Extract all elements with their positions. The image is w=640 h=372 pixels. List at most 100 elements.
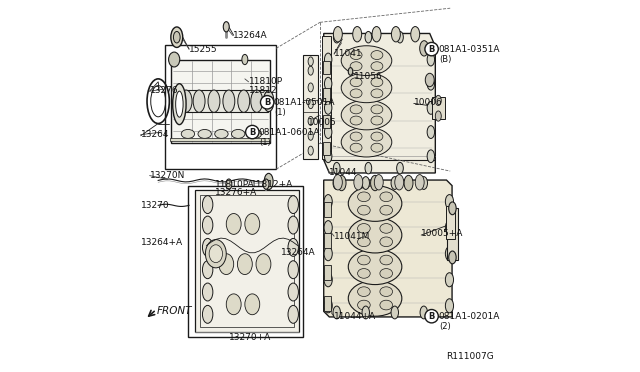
Text: 11056: 11056 (354, 72, 383, 81)
Ellipse shape (202, 261, 213, 279)
Ellipse shape (358, 192, 370, 202)
Text: 13270: 13270 (141, 201, 170, 210)
Bar (188, 186, 303, 337)
Bar (195, 190, 299, 332)
Ellipse shape (350, 132, 362, 141)
Ellipse shape (202, 196, 213, 214)
Ellipse shape (248, 129, 262, 138)
Ellipse shape (415, 174, 424, 190)
Ellipse shape (397, 32, 403, 43)
Ellipse shape (337, 175, 346, 191)
Text: R111007G: R111007G (445, 352, 493, 361)
Ellipse shape (333, 174, 342, 190)
Ellipse shape (202, 305, 213, 323)
Ellipse shape (449, 202, 456, 215)
Ellipse shape (435, 111, 441, 121)
Ellipse shape (380, 192, 392, 202)
Text: 11810PA: 11810PA (215, 180, 255, 189)
Ellipse shape (380, 255, 392, 265)
Ellipse shape (333, 26, 342, 42)
Ellipse shape (374, 174, 383, 190)
Ellipse shape (181, 129, 195, 138)
Ellipse shape (358, 287, 370, 296)
Ellipse shape (380, 205, 392, 215)
Ellipse shape (202, 283, 213, 301)
Ellipse shape (391, 177, 399, 189)
Bar (447, 208, 458, 260)
Text: 11810P: 11810P (248, 77, 283, 86)
Ellipse shape (288, 261, 298, 279)
Ellipse shape (427, 102, 435, 114)
Text: 10006: 10006 (413, 98, 442, 107)
Ellipse shape (209, 245, 223, 263)
Ellipse shape (350, 89, 362, 98)
Ellipse shape (324, 77, 332, 90)
Ellipse shape (227, 214, 241, 234)
Ellipse shape (245, 214, 260, 234)
Ellipse shape (350, 78, 362, 87)
Ellipse shape (350, 143, 362, 152)
Text: 10005: 10005 (308, 118, 337, 126)
Ellipse shape (308, 116, 314, 125)
Bar (445, 206, 455, 239)
Ellipse shape (358, 237, 370, 247)
Ellipse shape (371, 132, 383, 141)
Text: 13264A: 13264A (232, 31, 268, 40)
Bar (324, 233, 331, 248)
Ellipse shape (425, 73, 434, 87)
Ellipse shape (223, 90, 235, 112)
Text: 13264: 13264 (141, 130, 169, 139)
Ellipse shape (288, 216, 298, 234)
Ellipse shape (354, 174, 363, 190)
Ellipse shape (420, 177, 428, 189)
Ellipse shape (371, 143, 383, 152)
Ellipse shape (350, 51, 362, 60)
Ellipse shape (308, 146, 314, 155)
Ellipse shape (324, 247, 332, 261)
Ellipse shape (380, 237, 392, 247)
Ellipse shape (226, 179, 232, 189)
Bar (323, 142, 330, 155)
Ellipse shape (371, 175, 380, 191)
Ellipse shape (380, 287, 392, 296)
Bar (322, 36, 331, 159)
Ellipse shape (324, 150, 332, 163)
Ellipse shape (449, 251, 456, 264)
Bar (324, 296, 331, 311)
Ellipse shape (445, 247, 454, 261)
Text: 11041: 11041 (334, 49, 363, 58)
Text: (2): (2) (439, 322, 451, 331)
Text: 13264+A: 13264+A (141, 238, 183, 247)
Ellipse shape (348, 68, 353, 75)
Text: 13264A: 13264A (281, 248, 316, 257)
Ellipse shape (427, 150, 435, 163)
Ellipse shape (350, 105, 362, 114)
Ellipse shape (341, 100, 392, 130)
Text: B: B (249, 128, 255, 137)
Ellipse shape (411, 26, 420, 42)
Ellipse shape (392, 26, 401, 42)
Circle shape (425, 310, 438, 323)
Ellipse shape (341, 46, 392, 76)
Ellipse shape (202, 216, 213, 234)
Ellipse shape (341, 73, 392, 103)
Text: (1): (1) (275, 108, 286, 117)
Ellipse shape (371, 62, 383, 71)
Ellipse shape (420, 306, 428, 319)
Ellipse shape (232, 129, 245, 138)
Ellipse shape (215, 129, 228, 138)
Ellipse shape (333, 163, 340, 174)
Ellipse shape (308, 83, 314, 92)
Text: 11044+A: 11044+A (334, 312, 376, 321)
Ellipse shape (288, 283, 298, 301)
Ellipse shape (365, 163, 372, 174)
Ellipse shape (308, 57, 314, 66)
Ellipse shape (238, 90, 250, 112)
Bar (303, 55, 318, 159)
Ellipse shape (227, 294, 241, 315)
Text: 15255: 15255 (189, 45, 218, 54)
Bar (175, 90, 268, 112)
Ellipse shape (264, 91, 274, 112)
Text: FRONT: FRONT (157, 306, 193, 315)
Ellipse shape (324, 195, 332, 209)
